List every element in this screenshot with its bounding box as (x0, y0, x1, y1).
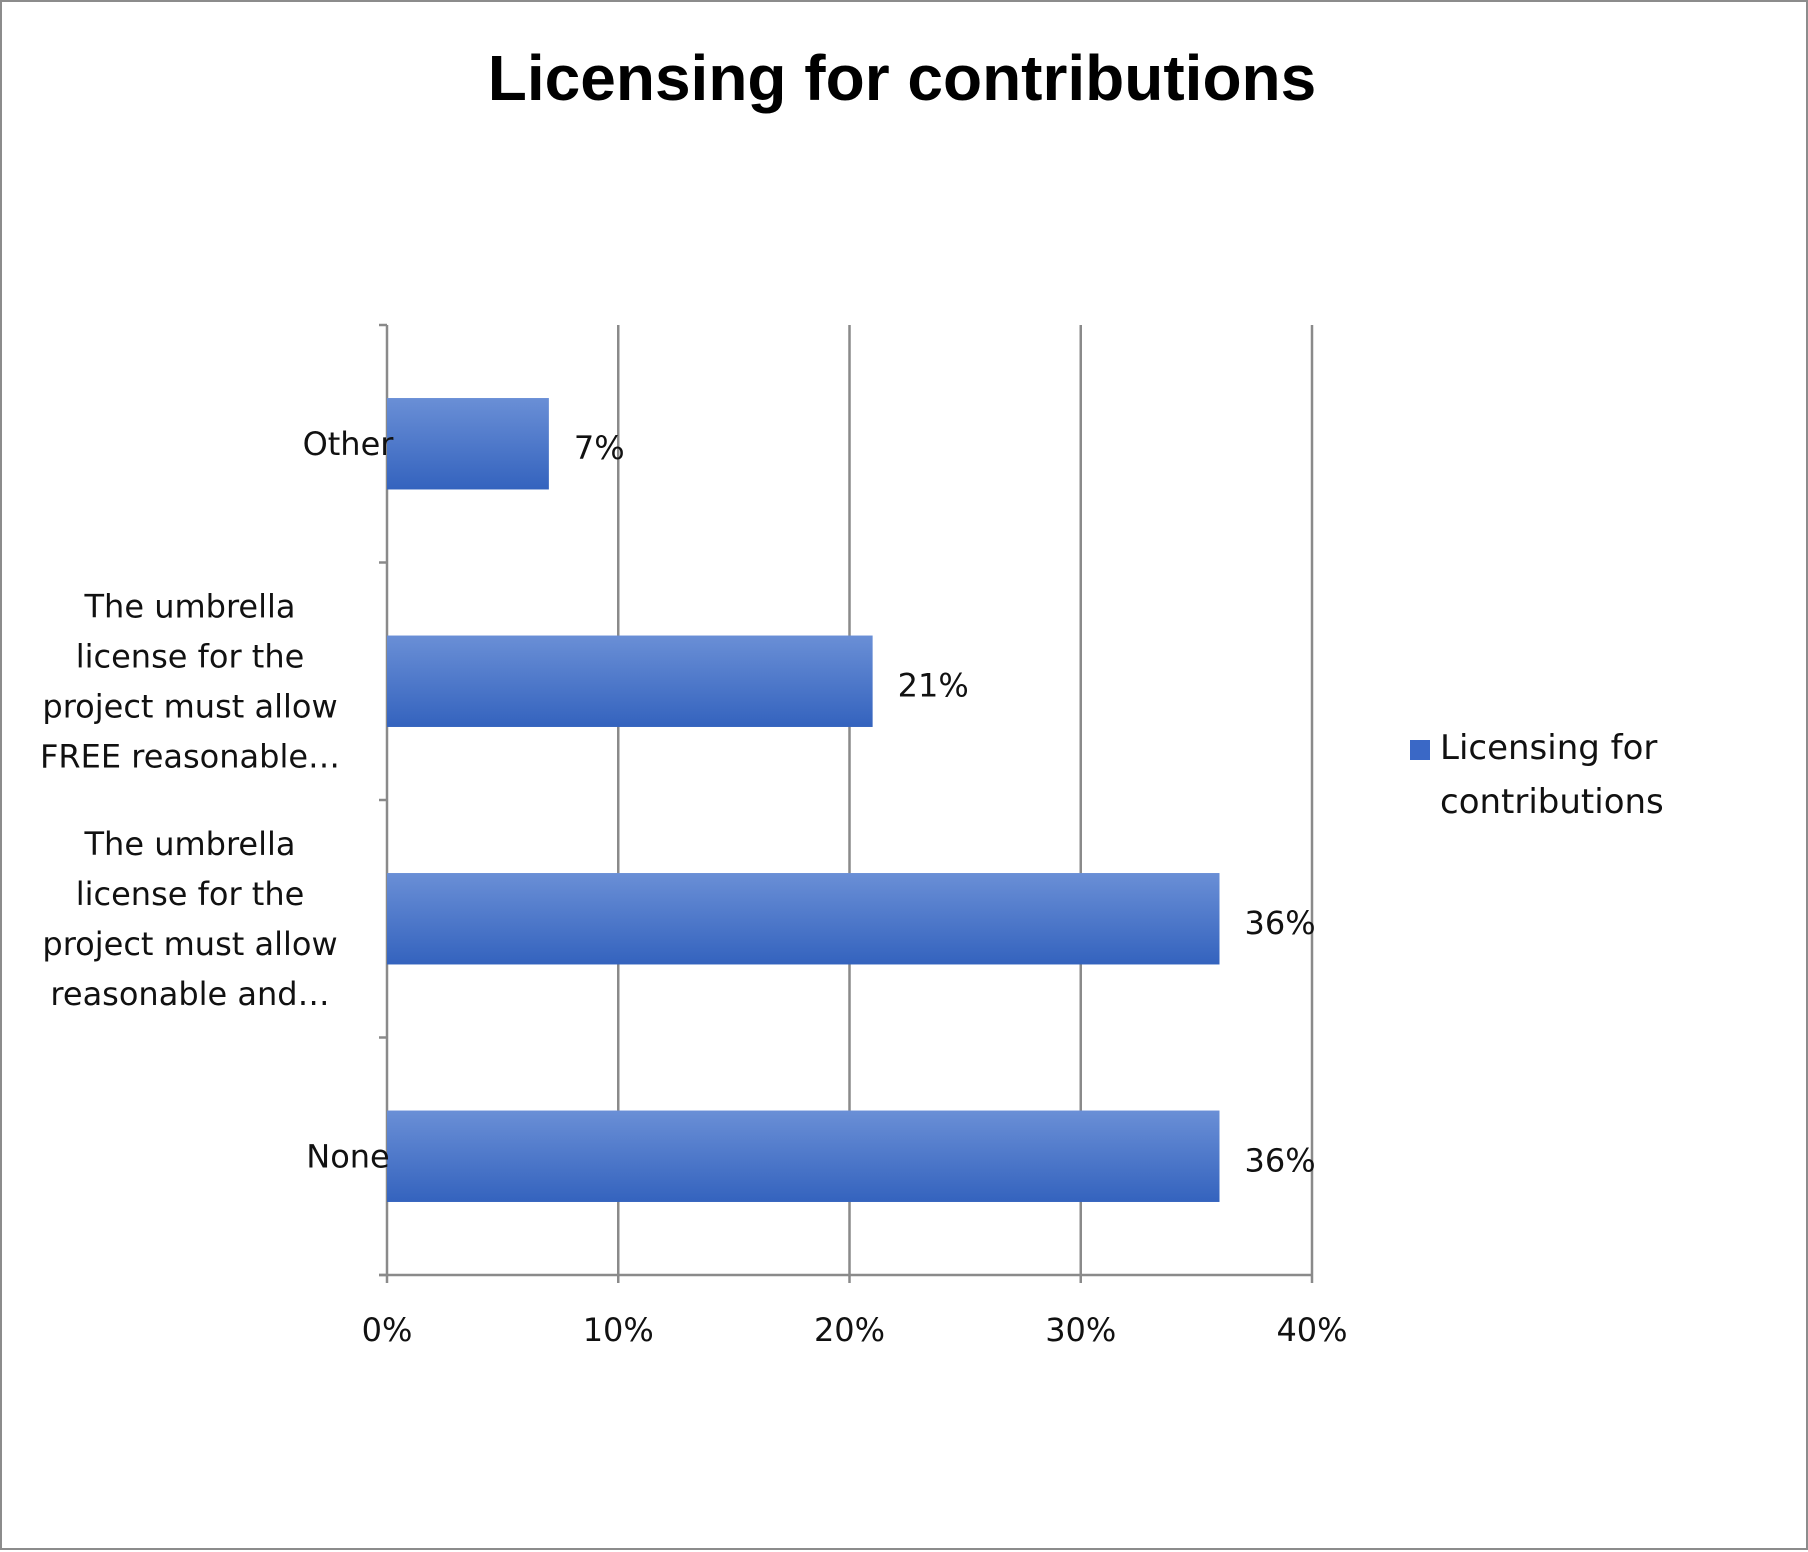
legend-swatch (1410, 740, 1430, 760)
category-label: Other (303, 425, 395, 463)
data-label: 21% (898, 666, 969, 704)
bars (387, 398, 1220, 1202)
data-label: 36% (1245, 1141, 1316, 1179)
legend: Licensing for contributions (1410, 728, 1664, 822)
category-label: The umbrella license for the project must … (42, 825, 337, 1013)
data-label: 36% (1245, 904, 1316, 942)
x-tick-label: 0% (362, 1311, 413, 1349)
x-tick-label: 10% (583, 1311, 654, 1349)
labels: 0% 10% 20% 30% 40% 36% None 36% The umbrella lice… (40, 425, 1348, 1349)
x-tick-label: 30% (1045, 1311, 1116, 1349)
bar (387, 398, 549, 490)
category-label: The umbrella license for the project must … (40, 587, 340, 775)
legend-label: Licensing for contributions (1440, 728, 1664, 822)
bar (387, 1110, 1220, 1202)
bar (387, 873, 1220, 965)
data-label: 7% (574, 429, 625, 467)
x-tick-label: 20% (814, 1311, 885, 1349)
x-tick-label: 40% (1276, 1311, 1347, 1349)
chart-title: Licensing for contributions (488, 42, 1316, 114)
bar (387, 635, 873, 727)
category-label: None (306, 1137, 389, 1175)
